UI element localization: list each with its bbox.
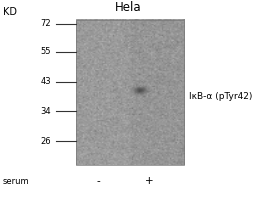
Text: +: + (145, 176, 154, 186)
Text: 55: 55 (41, 47, 51, 56)
Text: 72: 72 (40, 19, 51, 28)
Bar (76, 20, 184, 165)
Text: KD: KD (3, 7, 17, 17)
Text: IκB-α (pTyr42): IκB-α (pTyr42) (189, 92, 253, 101)
Text: -: - (97, 176, 100, 186)
Text: serum: serum (3, 177, 29, 186)
Text: 26: 26 (40, 137, 51, 146)
Text: Hela: Hela (115, 1, 141, 15)
Text: 34: 34 (40, 107, 51, 116)
Text: 43: 43 (40, 77, 51, 86)
